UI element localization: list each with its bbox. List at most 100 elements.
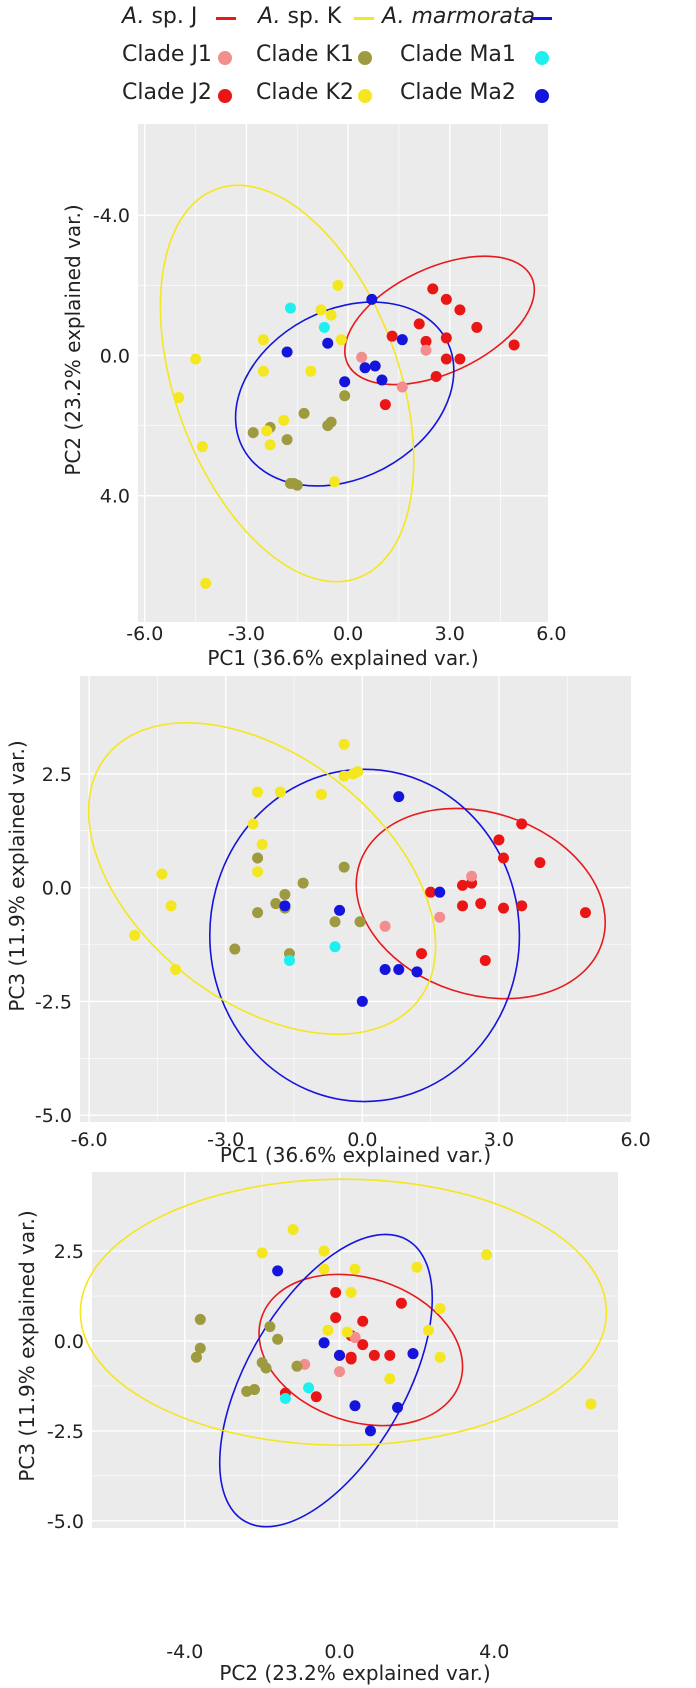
point-j2 [310, 1391, 322, 1403]
x-tick-label: 3.0 [435, 623, 465, 645]
point-ma2 [359, 362, 371, 374]
point-j1 [379, 920, 391, 932]
point-k2 [347, 768, 359, 780]
point-k2 [257, 334, 269, 346]
point-k1 [339, 390, 351, 402]
legend-species-marmorata: A. marmorata [382, 4, 535, 29]
point-k2 [247, 818, 259, 830]
point-k2 [341, 1326, 353, 1338]
point-k2 [315, 304, 327, 316]
point-k2 [196, 441, 208, 453]
point-k1 [247, 427, 259, 439]
y-tick-label: 2.5 [42, 764, 72, 786]
point-ma2 [366, 293, 378, 305]
point-ma1 [283, 954, 295, 966]
point-j2 [330, 1286, 342, 1298]
plot-background [138, 124, 548, 622]
point-j2 [479, 954, 491, 966]
y-tick-label: -5.0 [35, 1105, 72, 1127]
x-tick-label: 4.0 [479, 1641, 509, 1663]
point-j1 [356, 351, 368, 363]
x-tick-label: -6.0 [126, 623, 163, 645]
point-ma2 [322, 337, 334, 349]
legend-dot-ma2 [535, 89, 549, 103]
point-k1 [260, 1362, 272, 1374]
point-k2 [256, 1247, 268, 1259]
y-tick-label: -2.5 [47, 1421, 84, 1443]
confidence-ellipse-j [343, 255, 536, 386]
point-j2 [384, 1349, 396, 1361]
point-ma2 [356, 995, 368, 1007]
point-k1 [297, 877, 309, 889]
point-k1 [322, 420, 334, 432]
confidence-ellipse-j [258, 1273, 464, 1427]
point-k2 [332, 279, 344, 291]
legend-clade-k1: Clade K1 [256, 42, 354, 67]
point-j1 [334, 1366, 346, 1378]
point-k2 [190, 353, 202, 365]
x-tick-label: 0.0 [324, 1641, 354, 1663]
point-k2 [434, 1303, 446, 1315]
point-ma1 [284, 302, 296, 314]
point-j2 [457, 900, 469, 912]
point-k2 [329, 476, 341, 488]
point-k1 [354, 916, 366, 928]
point-k2 [349, 1263, 361, 1275]
point-j2 [413, 318, 425, 330]
y-axis-label: PC3 (11.9% explained var.) [15, 1210, 39, 1481]
point-j2 [579, 907, 591, 919]
point-k2 [318, 1263, 330, 1275]
point-k1 [252, 852, 264, 864]
point-k1 [229, 943, 241, 955]
point-j1 [466, 870, 478, 882]
point-ma1 [279, 1393, 291, 1405]
point-ma2 [392, 1402, 404, 1414]
point-k1 [288, 477, 300, 489]
x-tick-label: 3.0 [484, 1129, 514, 1151]
point-ma2 [393, 964, 405, 976]
point-k1 [281, 434, 293, 446]
pca-plot-pc1-pc3: -6.0 -3.0 0.0 3.0 6.0 2.5 0.0 -2.5 -5.0 PC1 (36.6… [5, 676, 651, 1167]
point-j2 [454, 353, 466, 365]
confidence-ellipse-k [79, 1178, 608, 1447]
x-axis-label: PC1 (36.6% explained var.) [220, 1143, 491, 1167]
point-ma2 [369, 360, 381, 372]
point-j2 [440, 353, 452, 365]
point-j2 [440, 332, 452, 344]
point-k2 [322, 1324, 334, 1336]
x-axis-label: PC2 (23.2% explained var.) [219, 1661, 490, 1685]
point-j2 [493, 834, 505, 846]
point-j2 [357, 1339, 369, 1351]
point-k1 [270, 898, 282, 910]
point-ma2 [334, 904, 346, 916]
point-ma2 [318, 1337, 330, 1349]
point-k1 [241, 1385, 253, 1397]
point-j2 [330, 1312, 342, 1324]
point-ma2 [411, 966, 423, 978]
legend-line-k [354, 17, 374, 20]
point-k2 [173, 392, 185, 404]
point-ma2 [434, 886, 446, 898]
point-k2 [305, 365, 317, 377]
x-tick-label: -3.0 [207, 1129, 244, 1151]
point-k2 [315, 788, 327, 800]
point-ma2 [379, 964, 391, 976]
point-j2 [386, 330, 398, 342]
point-k2 [422, 1324, 434, 1336]
legend-dot-ma1 [535, 51, 549, 65]
point-j2 [425, 886, 437, 898]
point-j2 [497, 852, 509, 864]
point-j2 [440, 293, 452, 305]
point-k2 [411, 1261, 423, 1273]
legend: A. sp. J A. sp. K A. marmorata Clade J1 … [0, 0, 696, 125]
x-axis-label: PC1 (36.6% explained var.) [207, 646, 478, 670]
point-k2 [338, 738, 350, 750]
point-j2 [345, 1353, 357, 1365]
legend-dot-j2 [218, 89, 232, 103]
legend-dot-j1 [218, 51, 232, 65]
point-j2 [368, 1349, 380, 1361]
point-k2 [165, 900, 177, 912]
point-k2 [481, 1249, 492, 1261]
point-k2 [129, 929, 141, 941]
y-tick-label: 0.0 [100, 345, 130, 367]
